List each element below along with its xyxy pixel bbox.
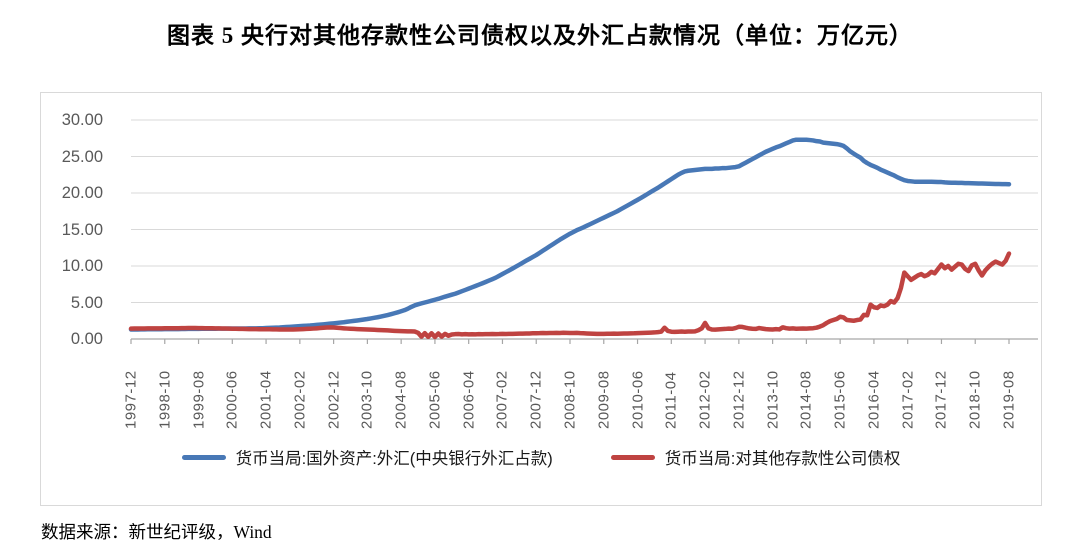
x-tick-label: 2006-04	[460, 370, 478, 429]
y-tick-label: 20.00	[61, 184, 103, 202]
x-tick-label: 1999-08	[190, 370, 208, 429]
chart-title: 图表 5 央行对其他存款性公司债权以及外汇占款情况（单位：万亿元）	[167, 23, 913, 48]
x-tick-label: 2015-06	[831, 370, 849, 429]
y-tick-label: 10.00	[61, 257, 103, 275]
x-tick-label: 2010-06	[629, 370, 647, 429]
x-tick-label: 2005-06	[426, 370, 444, 429]
x-tick-label: 2019-08	[1000, 370, 1018, 429]
x-tick-label: 2000-06	[223, 370, 241, 429]
y-tick-label: 25.00	[61, 147, 103, 166]
y-tick-label: 15.00	[61, 220, 103, 239]
source-note: 数据来源：新世纪评级，Wind	[41, 522, 272, 542]
x-tick-label: 2002-02	[291, 370, 309, 429]
x-tick-label: 1998-10	[156, 370, 174, 429]
x-tick-label: 2016-04	[865, 370, 883, 429]
x-tick-label: 2017-12	[932, 370, 950, 429]
blue-line-swatch-icon	[181, 454, 226, 460]
x-tick-label: 2007-12	[527, 370, 545, 429]
x-tick-label: 2001-04	[257, 370, 275, 429]
x-tick-label: 2012-02	[696, 370, 714, 429]
x-tick-label: 2008-10	[561, 370, 579, 429]
legend-item-fx: 货币当局:国外资产:外汇(中央银行外汇占款)	[181, 445, 553, 469]
chart-frame: 0.00 5.00 10.00 15.00 20.00 25.00 30.00 1997-1…	[40, 92, 1042, 506]
y-tick-label: 5.00	[70, 293, 103, 312]
x-tick-label: 1997-12	[122, 370, 140, 429]
y-tick-label: 0.00	[70, 330, 103, 348]
legend: 货币当局:国外资产:外汇(中央银行外汇占款) 货币当局:对其他存款性公司债权	[41, 445, 1041, 469]
x-tick-label: 2017-02	[899, 370, 917, 429]
x-tick-label: 2014-08	[797, 370, 815, 429]
x-tick-label: 2012-12	[730, 370, 748, 429]
x-tick-label: 2018-10	[966, 370, 984, 429]
legend-label-claims: 货币当局:对其他存款性公司债权	[664, 450, 901, 468]
x-tick-label: 2009-08	[595, 370, 613, 429]
legend-item-claims: 货币当局:对其他存款性公司债权	[610, 445, 901, 469]
y-tick-label: 30.00	[61, 111, 103, 129]
x-tick-label: 2003-10	[358, 370, 376, 429]
x-tick-label: 2004-08	[392, 370, 410, 429]
legend-label-fx: 货币当局:国外资产:外汇(中央银行外汇占款)	[235, 450, 553, 468]
series-line-fx-reserves	[128, 137, 1012, 332]
x-tick-label: 2007-02	[493, 370, 511, 429]
x-tick-label: 2011-04	[662, 371, 680, 429]
x-tick-label: 2002-12	[325, 370, 343, 429]
x-tick-label: 2013-10	[764, 370, 782, 429]
red-line-swatch-icon	[610, 454, 655, 460]
series-line-claims-on-odc	[128, 251, 1012, 340]
plot-area	[128, 119, 1038, 344]
